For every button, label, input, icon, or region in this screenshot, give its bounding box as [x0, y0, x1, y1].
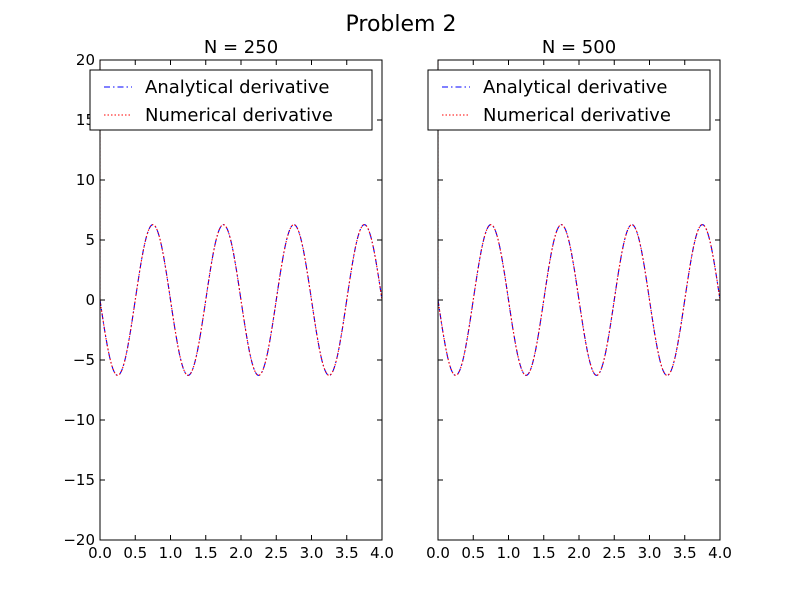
legend-box: [427, 69, 711, 131]
figure-title: Problem 2: [346, 12, 457, 37]
x-tick-label: 1.5: [194, 544, 218, 562]
plot-area: [100, 60, 382, 376]
x-tick-label: 3.5: [335, 544, 359, 562]
x-tick-label: 4.0: [370, 544, 394, 562]
x-tick-label: 0.5: [461, 544, 485, 562]
series-line-numerical: [100, 224, 382, 376]
legend-label: Analytical derivative: [483, 77, 667, 98]
plot-area: [438, 60, 720, 376]
series-line-numerical: [438, 224, 720, 376]
subplot-title: N = 500: [542, 37, 616, 58]
x-tick-label: 0.5: [123, 544, 147, 562]
axes-frame: [99, 59, 383, 541]
axes-frame: [437, 59, 721, 541]
x-tick-label: 3.0: [638, 544, 662, 562]
y-tick-label: 0: [85, 291, 95, 309]
series-line-analytical: [438, 224, 720, 376]
y-tick-label: −5: [73, 351, 95, 369]
x-tick-label: 1.0: [159, 544, 183, 562]
y-tick-label: 20: [76, 51, 95, 69]
x-tick-label: 3.5: [673, 544, 697, 562]
y-tick-label: −10: [63, 411, 95, 429]
y-tick-label: −20: [63, 531, 95, 549]
x-tick-label: 3.0: [300, 544, 324, 562]
legend-label: Numerical derivative: [483, 105, 671, 126]
x-tick-label: 4.0: [708, 544, 732, 562]
x-tick-label: 2.5: [264, 544, 288, 562]
legend: Analytical derivative Numerical derivativ…: [89, 69, 373, 131]
legend-label: Analytical derivative: [145, 77, 329, 98]
x-tick-label: 0.0: [88, 544, 112, 562]
legend-label: Numerical derivative: [145, 105, 333, 126]
legend-box: [89, 69, 373, 131]
series-line-analytical: [100, 224, 382, 376]
legend: Analytical derivative Numerical derivativ…: [427, 69, 711, 131]
x-tick-label: 2.5: [602, 544, 626, 562]
subplot-title: N = 250: [204, 37, 278, 58]
y-tick-label: −15: [63, 471, 95, 489]
subplot-2: N = 500 0.0 0.5 1.0 1.5 2.0 2.5 3.0 3.5 4.0 Analyt…: [426, 37, 732, 562]
x-tick-label: 0.0: [426, 544, 450, 562]
x-tick-label: 1.0: [497, 544, 521, 562]
subplots: N = 250 0.0 0.5 1.0 1.5 2.0 2.5 3.0 3.5 4.0 −20 −15…: [63, 37, 732, 562]
x-tick-label: 1.5: [532, 544, 556, 562]
subplot-1: N = 250 0.0 0.5 1.0 1.5 2.0 2.5 3.0 3.5 4.0 −20 −15…: [63, 37, 394, 562]
y-tick-label: 10: [76, 171, 95, 189]
y-tick-label: 5: [85, 231, 95, 249]
x-tick-label: 2.0: [229, 544, 253, 562]
x-tick-label: 2.0: [567, 544, 591, 562]
